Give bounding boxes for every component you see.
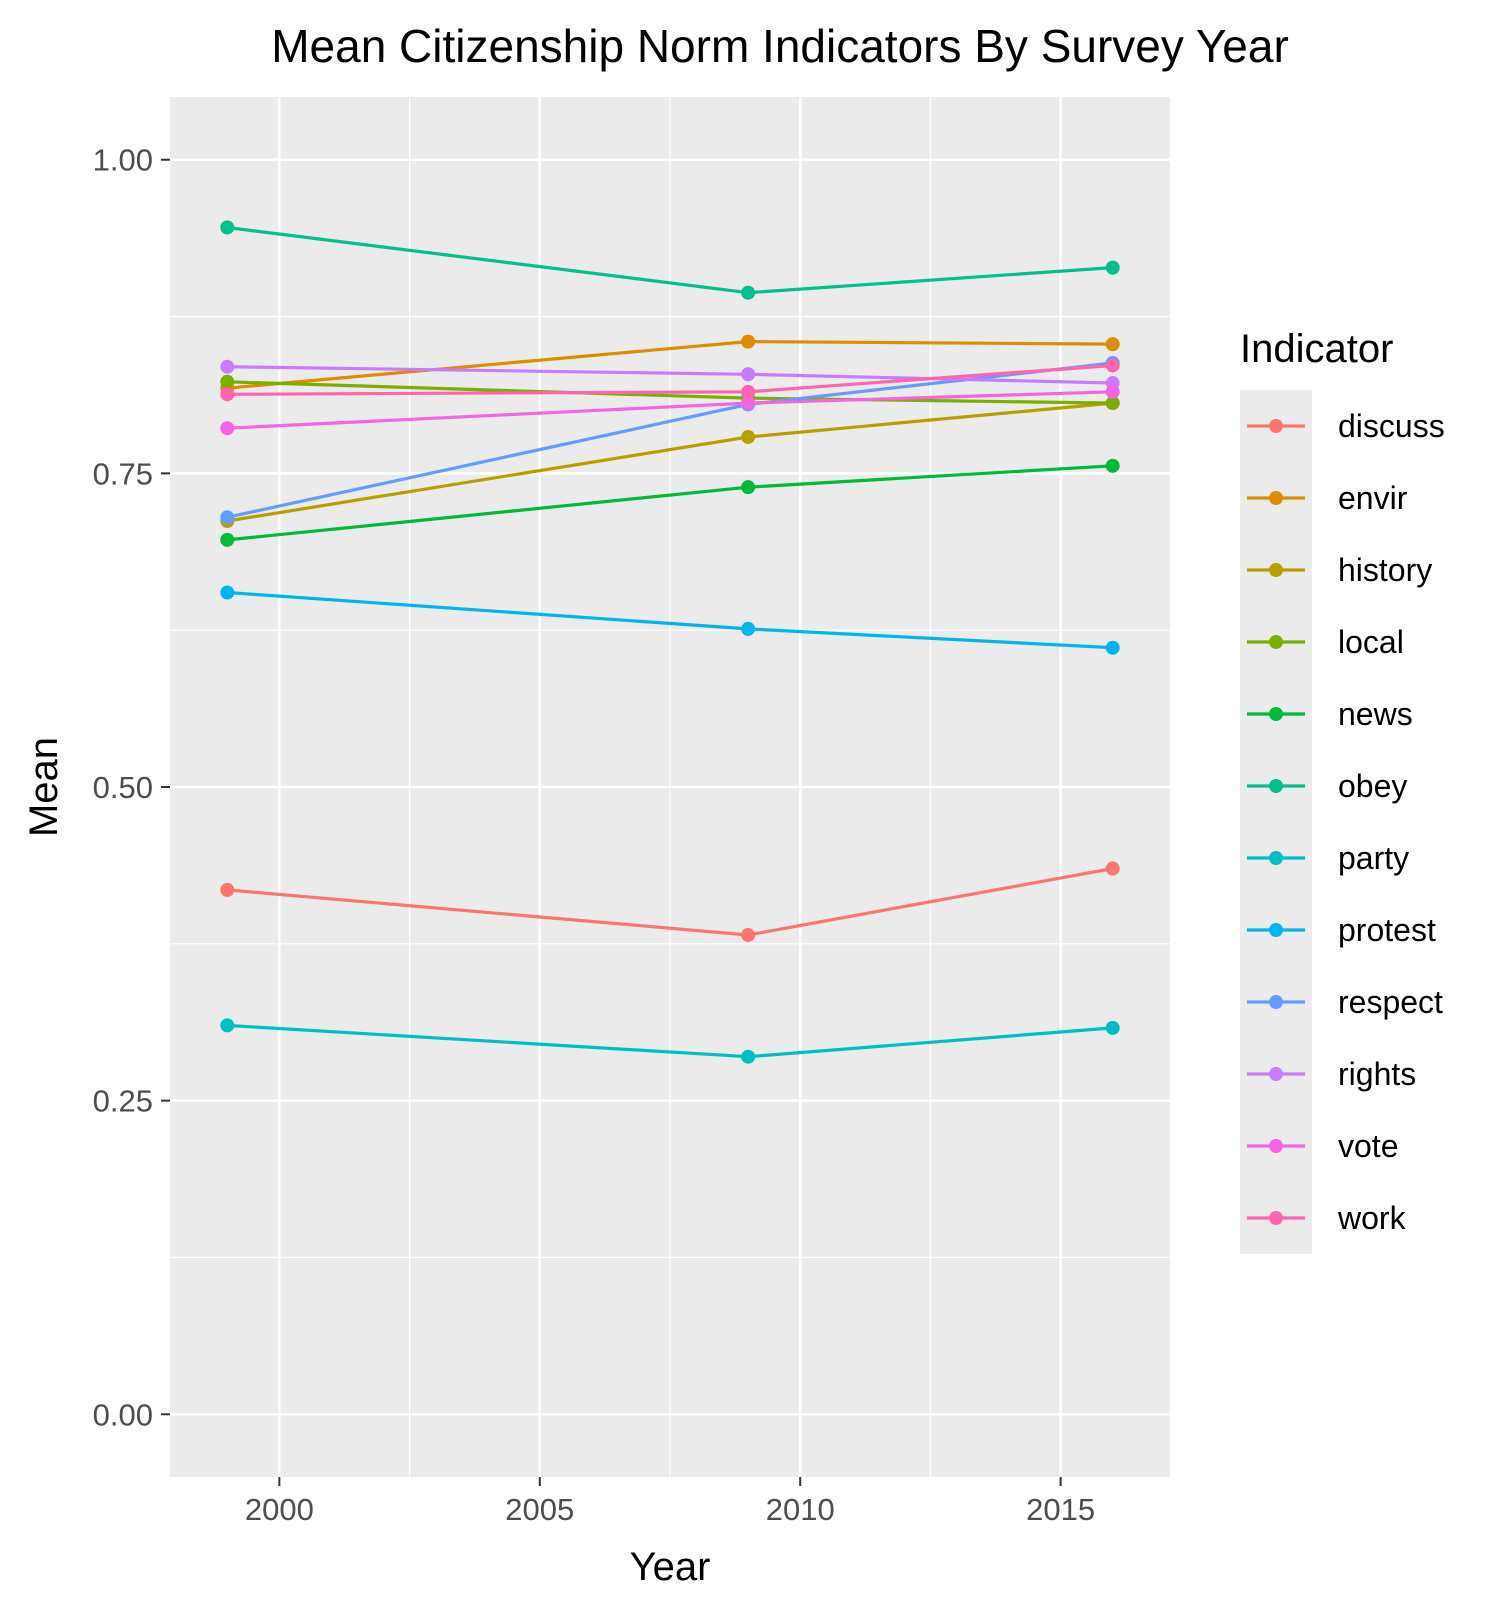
y-tick-label: 0.75 xyxy=(93,456,153,491)
data-point-protest xyxy=(741,621,756,636)
data-point-party xyxy=(1105,1020,1120,1035)
y-axis: 0.00 0.25 0.50 0.75 1.00 xyxy=(93,143,170,1432)
legend-label-protest: protest xyxy=(1338,912,1436,948)
legend-key-point-obey xyxy=(1269,779,1283,793)
legend-key-point-history xyxy=(1269,563,1283,577)
legend-label-vote: vote xyxy=(1338,1128,1398,1164)
data-point-rights xyxy=(220,359,235,374)
legend-key-point-discuss xyxy=(1269,419,1283,433)
x-tick-label: 2015 xyxy=(1026,1492,1095,1527)
data-point-obey xyxy=(1105,260,1120,275)
legend-label-rights: rights xyxy=(1338,1056,1416,1092)
legend-key-point-work xyxy=(1269,1211,1283,1225)
legend-label-party: party xyxy=(1338,840,1409,876)
legend-key-point-respect xyxy=(1269,995,1283,1009)
legend-label-envir: envir xyxy=(1338,480,1408,516)
chart-title: Mean Citizenship Norm Indicators By Surv… xyxy=(271,20,1289,72)
legend-label-news: news xyxy=(1338,696,1413,732)
data-point-envir xyxy=(741,334,756,349)
legend-label-history: history xyxy=(1338,552,1432,588)
y-tick-label: 1.00 xyxy=(93,143,153,178)
data-point-obey xyxy=(741,285,756,300)
legend-key-point-protest xyxy=(1269,923,1283,937)
y-axis-title: Mean xyxy=(22,737,66,837)
data-point-local xyxy=(1105,396,1120,411)
x-tick-label: 2005 xyxy=(505,1492,574,1527)
x-tick-label: 2000 xyxy=(245,1492,314,1527)
x-tick-label: 2010 xyxy=(766,1492,835,1527)
x-axis-title: Year xyxy=(630,1545,711,1589)
data-point-news xyxy=(741,480,756,495)
data-point-news xyxy=(1105,458,1120,473)
data-point-discuss xyxy=(220,882,235,897)
legend-label-respect: respect xyxy=(1338,984,1443,1020)
legend-key-background xyxy=(1240,390,1312,1254)
legend-key-point-vote xyxy=(1269,1139,1283,1153)
data-point-protest xyxy=(220,585,235,600)
data-point-local xyxy=(220,374,235,389)
data-point-work xyxy=(741,384,756,399)
data-point-vote xyxy=(220,421,235,436)
legend-key-point-party xyxy=(1269,851,1283,865)
grid-lines xyxy=(170,97,1170,1477)
y-tick-label: 0.25 xyxy=(93,1084,153,1119)
legend-label-discuss: discuss xyxy=(1338,408,1445,444)
y-tick-label: 0.50 xyxy=(93,770,153,805)
data-point-work xyxy=(220,387,235,402)
data-point-rights xyxy=(741,367,756,382)
legend-title: Indicator xyxy=(1240,327,1393,371)
data-point-discuss xyxy=(741,928,756,943)
legend-label-work: work xyxy=(1337,1200,1407,1236)
data-point-respect xyxy=(220,510,235,525)
data-point-vote xyxy=(1105,384,1120,399)
data-point-party xyxy=(741,1049,756,1064)
data-point-history xyxy=(741,429,756,444)
legend-key-point-local xyxy=(1269,635,1283,649)
x-axis: 2000 2005 2010 2015 xyxy=(245,1477,1095,1527)
data-point-party xyxy=(220,1018,235,1033)
legend: Indicator discuss envir history local news ob… xyxy=(1240,327,1445,1254)
data-point-vote xyxy=(741,396,756,411)
legend-key-point-news xyxy=(1269,707,1283,721)
data-point-envir xyxy=(1105,337,1120,352)
legend-key-point-envir xyxy=(1269,491,1283,505)
data-point-news xyxy=(220,532,235,547)
data-point-work xyxy=(1105,358,1120,373)
data-point-obey xyxy=(220,220,235,235)
data-series xyxy=(220,220,1120,1064)
y-tick-label: 0.00 xyxy=(93,1397,153,1432)
data-point-discuss xyxy=(1105,861,1120,876)
legend-label-obey: obey xyxy=(1338,768,1407,804)
legend-label-local: local xyxy=(1338,624,1404,660)
data-point-protest xyxy=(1105,640,1120,655)
legend-key-point-rights xyxy=(1269,1067,1283,1081)
